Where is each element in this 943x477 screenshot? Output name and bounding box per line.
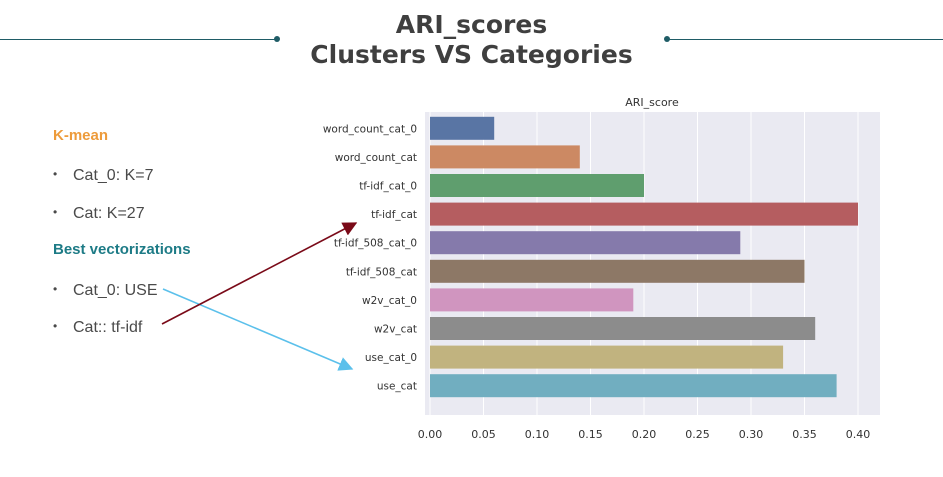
title-divider-left-dot [274,36,280,42]
bar-tf-idf_508_cat_0 [430,231,741,255]
x-tick-label: 0.00 [418,428,443,441]
bar-word_count_cat_0 [430,116,495,140]
x-tick-label: 0.15 [578,428,603,441]
x-tick-label: 0.20 [632,428,657,441]
y-tick-label: tf-idf_508_cat_0 [334,238,417,250]
y-tick-label: word_count_cat [335,152,417,164]
title-divider-right [668,39,943,40]
bar-w2v_cat [430,317,816,340]
vectorizations-heading: Best vectorizations [53,241,191,258]
x-tick-label: 0.05 [471,428,496,441]
bar-use_cat_0 [430,345,784,369]
bar-tf-idf_cat [430,202,858,226]
slide-title-line2: Clusters VS Categories [310,40,633,69]
y-tick-label: tf-idf_508_cat [346,266,417,278]
arrow-use-to-use-cat-0 [162,288,354,371]
y-tick-label: w2v_cat_0 [362,295,417,307]
x-tick-label: 0.10 [525,428,550,441]
bar-w2v_cat_0 [430,288,634,312]
x-tick-label: 0.25 [685,428,710,441]
y-tick-label: w2v_cat [374,324,417,336]
y-tick-label: tf-idf_cat [371,209,417,221]
slide-title-line1: ARI_scores [395,10,548,39]
chart-title: ARI_score [625,96,679,109]
x-tick-label: 0.35 [792,428,817,441]
kmean-heading: K-mean [53,127,109,144]
y-tick-label: use_cat_0 [365,352,417,364]
y-tick-label: tf-idf_cat_0 [359,181,417,193]
title-divider-right-dot [664,36,670,42]
vectorization-item: • Cat_0: USE [53,282,158,299]
kmean-item: • Cat_0: K=7 [53,167,154,184]
x-tick-label: 0.40 [846,428,871,441]
bar-tf-idf_cat_0 [430,174,644,197]
y-tick-label: word_count_cat_0 [323,123,417,135]
y-tick-label: use_cat [377,381,417,393]
arrow-tfidf-to-tfidf-cat [161,222,358,325]
bar-tf-idf_508_cat [430,259,805,283]
bar-use_cat [430,374,837,398]
bar-word_count_cat [430,145,580,169]
title-divider-left [0,39,276,40]
kmean-item: • Cat: K=27 [53,205,145,222]
x-tick-label: 0.30 [739,428,764,441]
vectorization-item: • Cat:: tf-idf [53,319,143,336]
